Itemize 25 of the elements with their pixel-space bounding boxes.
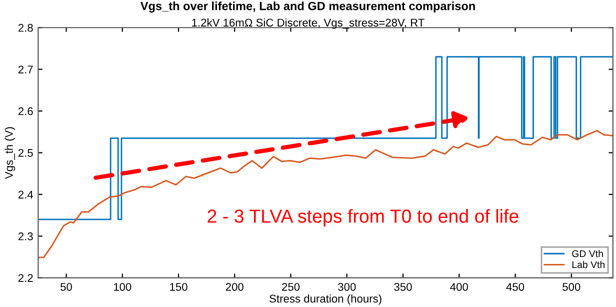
chart-title: Vgs_th over lifetime, Lab and GD measurement comparison: [140, 2, 475, 13]
x-tick-label: 400: [450, 282, 468, 291]
y-axis-title: Vgs_th (V): [4, 127, 16, 179]
line-series: [38, 130, 613, 258]
y-tick-label: 2.4: [18, 190, 34, 198]
legend-label: GD Vth: [572, 250, 603, 258]
x-tick-label: 50: [60, 282, 72, 291]
x-tick-label: 100: [114, 282, 132, 291]
y-tick-label: 2.5: [18, 149, 33, 157]
x-tick-label: 300: [338, 282, 356, 291]
y-tick-label: 2.3: [18, 232, 33, 240]
y-tick-label: 2.8: [18, 24, 33, 32]
x-tick-label: 200: [226, 282, 244, 291]
x-tick-label: 250: [282, 282, 300, 291]
x-tick-label: 500: [562, 282, 580, 291]
legend-label: Lab Vth: [572, 260, 605, 268]
chart-subtitle: 1.2kV 16mΩ SiC Discrete, Vgs_stress=28V, RT: [192, 18, 424, 29]
y-tick-label: 2.2: [18, 274, 33, 282]
x-axis-title: Stress duration (hours): [270, 294, 382, 305]
x-tick-label: 350: [394, 282, 412, 291]
y-tick-label: 2.6: [18, 107, 33, 116]
annotation: 2 - 3 TLVA steps from T0 to end of life: [208, 209, 518, 227]
x-tick-label: 150: [170, 282, 188, 291]
x-tick-label: 450: [506, 282, 524, 291]
y-tick-label: 2.7: [18, 66, 33, 74]
